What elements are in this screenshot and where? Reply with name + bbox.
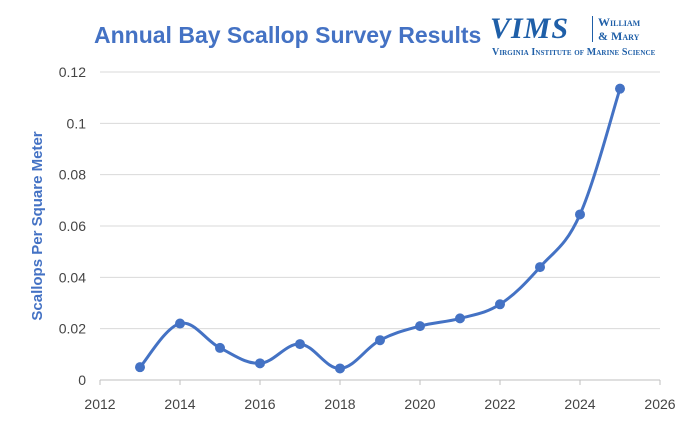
data-point-2020 [415, 321, 425, 332]
logo-mark: VIMS [490, 12, 570, 45]
y-tick-label: 0.04 [59, 269, 86, 285]
data-point-2018 [335, 363, 345, 374]
y-tick-label: 0.1 [67, 115, 87, 131]
y-tick-label: 0.06 [59, 218, 86, 234]
gridlines [100, 71, 660, 381]
data-point-2021 [455, 313, 465, 324]
vims-logo: VIMS William & Mary Virginia Institute o… [490, 14, 662, 60]
x-tick-label: 2024 [564, 396, 595, 412]
data-point-2019 [375, 335, 385, 346]
x-tick-label: 2020 [404, 396, 435, 412]
logo-subtitle: Virginia Institute of Marine Science [492, 47, 656, 58]
y-axis-title: Scallops Per Square Meter [29, 131, 46, 320]
data-point-2023 [535, 262, 545, 273]
y-tick-label: 0.08 [59, 167, 86, 183]
x-tick-label: 2018 [324, 396, 355, 412]
data-point-2013 [135, 362, 145, 373]
logo-line2: & Mary [598, 29, 640, 43]
data-point-2025 [615, 83, 625, 94]
data-point-2024 [575, 209, 585, 220]
series-group [135, 83, 625, 374]
y-tick-label: 0 [78, 372, 86, 388]
data-point-2014 [175, 318, 185, 329]
logo-divider [592, 16, 593, 42]
x-tick-label: 2022 [484, 396, 515, 412]
data-point-2015 [215, 342, 225, 353]
series-line [138, 88, 622, 370]
data-point-2016 [255, 358, 265, 369]
logo-line1: William [598, 15, 641, 29]
y-tick-label: 0.02 [59, 321, 86, 337]
x-axis-ticks: 2012 2014 2016 2018 2020 2022 2024 2026 [84, 380, 676, 412]
data-point-2017 [295, 339, 305, 350]
x-tick-label: 2014 [164, 396, 195, 412]
y-axis-ticks: 0 0.02 0.04 0.06 0.08 0.1 0.12 [59, 64, 86, 388]
x-tick-label: 2026 [644, 396, 675, 412]
y-tick-label: 0.12 [59, 64, 86, 80]
x-tick-label: 2016 [244, 396, 275, 412]
x-tick-label: 2012 [84, 396, 115, 412]
chart-title: Annual Bay Scallop Survey Results [94, 22, 482, 48]
data-point-2022 [495, 299, 505, 310]
